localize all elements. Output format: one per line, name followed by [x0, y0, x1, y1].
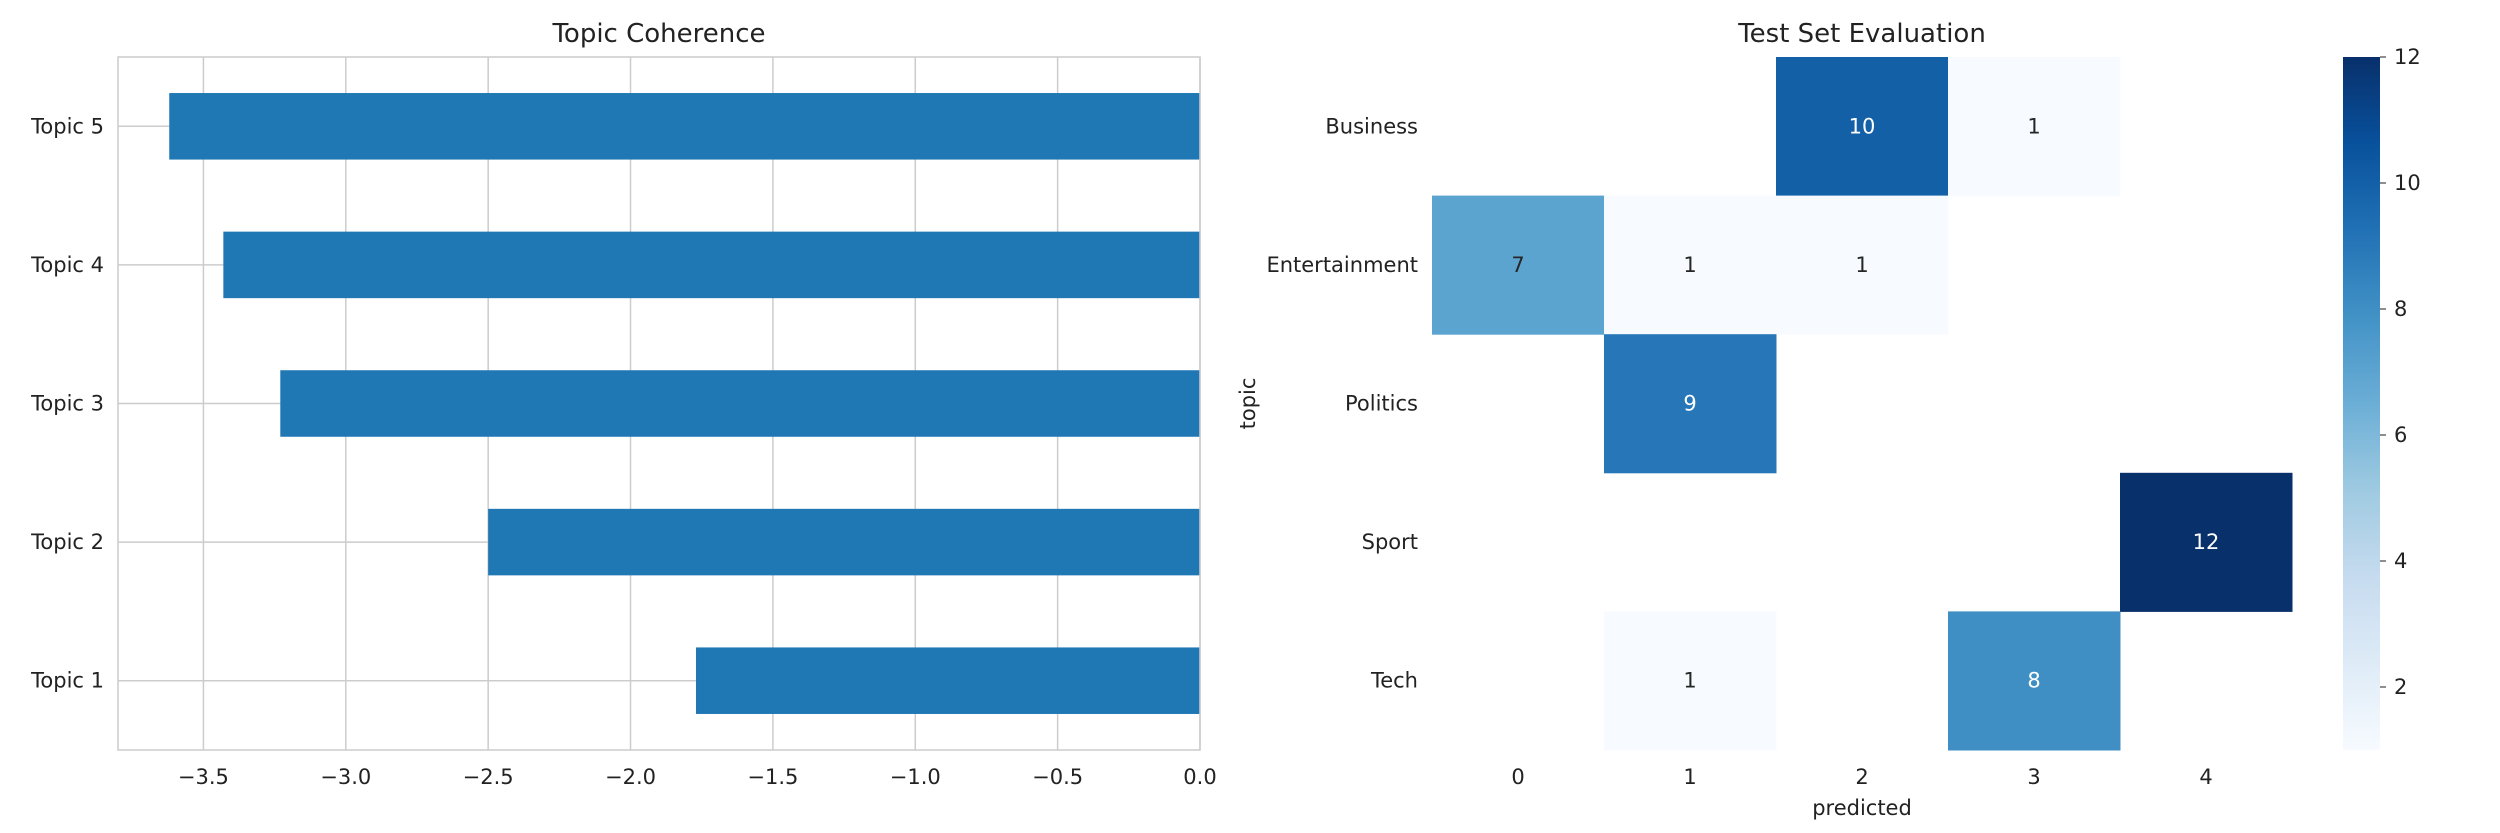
bar-x-tick-label: −3.0: [320, 765, 371, 789]
bar-x-tick-label: −2.5: [463, 765, 514, 789]
bar-x-tick-label: −0.5: [1032, 765, 1083, 789]
heatmap-x-tick-label: 4: [2199, 765, 2212, 789]
heatmap-cell-label: 10: [1849, 114, 1876, 138]
bar-plot-frame: [117, 56, 1201, 751]
heatmap-y-tick-label: Entertainment: [1266, 253, 1418, 277]
colorbar: [2343, 57, 2380, 750]
bar-x-tick-label: −2.0: [605, 765, 656, 789]
bar-topic-5: [169, 93, 1200, 160]
heatmap-title: Test Set Evaluation: [1737, 19, 1986, 49]
heatmap-cell: [1604, 195, 1777, 335]
heatmap-cell: [1776, 195, 1949, 335]
colorbar-tick-label: 2: [2394, 675, 2407, 699]
colorbar-tick-label: 10: [2394, 171, 2421, 195]
heatmap-y-axis-label: topic: [1236, 378, 1260, 430]
heatmap-cell: [1432, 195, 1605, 335]
heatmap-y-tick-label: Tech: [1370, 669, 1418, 693]
bar-x-tick-label: −1.0: [890, 765, 941, 789]
heatmap-y-tick-label: Politics: [1345, 392, 1418, 416]
heatmap-cell-label: 1: [2027, 114, 2040, 138]
bar-topic-3: [280, 370, 1200, 437]
bar-topic-1: [696, 647, 1200, 714]
bar-y-tick-label: Topic 2: [30, 530, 104, 554]
heatmap-cell-label: 7: [1511, 253, 1524, 277]
heatmap-cell-label: 9: [1683, 392, 1696, 416]
colorbar-tick-label: 8: [2394, 297, 2407, 321]
bar-x-tick-label: 0.0: [1183, 765, 1216, 789]
bar-x-tick-label: −1.5: [747, 765, 798, 789]
colorbar-axis: 2 4 6 8 10 12: [2380, 45, 2421, 699]
bar-chart-title: Topic Coherence: [551, 19, 765, 49]
heatmap-y-axis: Business Entertainment Politics Sport Tech: [1266, 114, 1418, 692]
colorbar-tick-label: 6: [2394, 423, 2407, 447]
colorbar-tick-label: 4: [2394, 549, 2407, 573]
heatmap-cell: [1776, 57, 1949, 197]
bar-topic-2: [488, 508, 1200, 576]
heatmap-cell-label: 12: [2193, 530, 2220, 554]
bar-y-tick-label: Topic 4: [30, 253, 104, 277]
bar-y-tick-label: Topic 1: [30, 669, 104, 693]
bar-x-axis: −3.5 −3.0 −2.5 −2.0 −1.5 −1.0 −0.5 0.0: [178, 765, 1217, 789]
bar-topic-4: [223, 231, 1200, 299]
heatmap-cells: 10 1 7 1 1 9 12 1 8: [1432, 57, 2293, 751]
heatmap-cell: [1948, 611, 2121, 751]
colorbar-tick-label: 12: [2394, 45, 2421, 69]
heatmap-cell: [2120, 472, 2293, 612]
heatmap-y-tick-label: Business: [1325, 114, 1418, 138]
heatmap-cell-label: 8: [2027, 669, 2040, 693]
heatmap-cell: [1604, 334, 1777, 474]
heatmap-cell: [1948, 57, 2121, 197]
heatmap-x-axis: 0 1 2 3 4: [1511, 765, 2212, 789]
topic-coherence-chart: Topic 1 Topic 2 Topic 3 Topic 4 Topic 5 −3.5…: [30, 19, 1217, 789]
heatmap-y-tick-label: Sport: [1362, 530, 1418, 554]
heatmap-cell-label: 1: [1683, 253, 1696, 277]
heatmap-x-axis-label: predicted: [1812, 796, 1912, 820]
bar-y-tick-label: Topic 5: [30, 114, 104, 138]
heatmap-cell-label: 1: [1855, 253, 1868, 277]
bar-y-axis: Topic 1 Topic 2 Topic 3 Topic 4 Topic 5: [30, 114, 104, 692]
heatmap-cell-label: 1: [1683, 669, 1696, 693]
heatmap-x-tick-label: 3: [2027, 765, 2040, 789]
heatmap-x-tick-label: 2: [1855, 765, 1868, 789]
heatmap-cell: [1604, 611, 1777, 751]
bar-y-tick-label: Topic 3: [30, 392, 104, 416]
bar-x-tick-label: −3.5: [178, 765, 229, 789]
heatmap-x-tick-label: 1: [1683, 765, 1696, 789]
heatmap-x-tick-label: 0: [1511, 765, 1524, 789]
bar-series: [169, 93, 1200, 714]
